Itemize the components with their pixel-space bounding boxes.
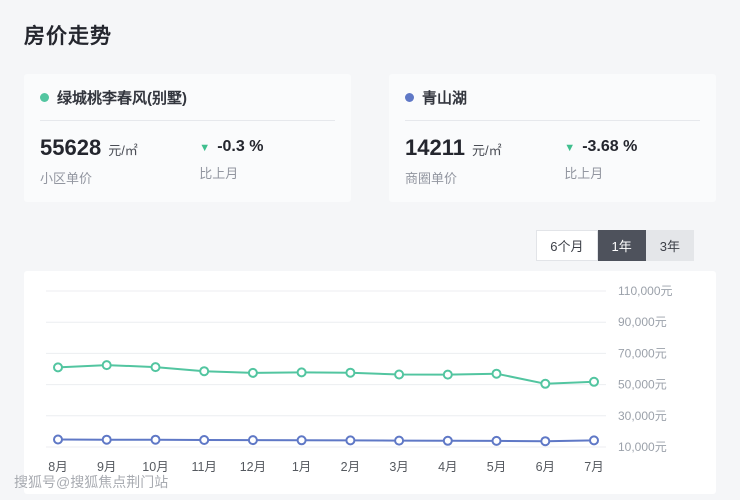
data-point-marker (394, 369, 405, 380)
card-district-price-block: 14211 元/㎡ 商圈单价 (405, 135, 564, 187)
data-point-marker (199, 366, 210, 377)
card-district-body: 14211 元/㎡ 商圈单价 ▼ -3.68 % 比上月 (405, 135, 700, 187)
y-tick-label: 10,000元 (618, 440, 667, 454)
district-price-value: 14211 (405, 135, 465, 160)
data-point-marker (296, 435, 307, 446)
x-tick-label: 7月 (584, 460, 603, 474)
data-point-marker (150, 362, 161, 373)
down-arrow-icon: ▼ (199, 142, 211, 154)
data-point-marker (53, 434, 63, 445)
community-change-value: -0.3 % (217, 138, 264, 155)
x-tick-label: 2月 (341, 460, 360, 474)
card-community: 绿城桃李春风(别墅) 55628 元/㎡ 小区单价 ▼ -0.3 % 比上月 (24, 74, 351, 202)
community-price-label: 小区单价 (40, 171, 93, 186)
card-district: 青山湖 14211 元/㎡ 商圈单价 ▼ -3.68 % 比上月 (389, 74, 716, 202)
x-tick-label: 11月 (191, 460, 216, 474)
data-point-marker (345, 435, 356, 446)
x-tick-label: 10月 (142, 460, 168, 474)
card-divider (40, 120, 335, 121)
stat-cards: 绿城桃李春风(别墅) 55628 元/㎡ 小区单价 ▼ -0.3 % 比上月 (24, 74, 716, 202)
x-tick-label: 5月 (487, 460, 506, 474)
data-point-marker (540, 436, 551, 447)
data-point-marker (491, 435, 502, 446)
price-trend-chart[interactable]: 110,000元 90,000元 70,000元 50,000元 30,000元 10,0… (32, 277, 724, 489)
card-divider (405, 120, 700, 121)
green-legend-dot-icon (40, 93, 49, 102)
data-point-marker (53, 362, 63, 373)
community-change-label: 比上月 (199, 166, 239, 181)
data-point-marker (442, 435, 453, 446)
tab-1-year[interactable]: 1年 (597, 230, 646, 261)
data-point-marker (394, 435, 405, 446)
card-community-header: 绿城桃李春风(别墅) (40, 87, 335, 108)
data-point-marker (101, 360, 112, 371)
x-tick-label: 6月 (536, 460, 555, 474)
data-point-marker (442, 369, 453, 380)
y-tick-label: 30,000元 (618, 409, 667, 423)
series-line (57, 438, 595, 443)
x-tick-label: 3月 (389, 460, 408, 474)
y-tick-label: 110,000元 (618, 284, 673, 298)
card-community-change-block: ▼ -0.3 % 比上月 (199, 135, 263, 182)
x-tick-label: 9月 (97, 460, 116, 474)
series-line (57, 364, 595, 385)
y-tick-label: 70,000元 (618, 346, 667, 360)
card-district-header: 青山湖 (405, 87, 700, 108)
x-tick-label: 8月 (48, 460, 67, 474)
x-tick-label: 4月 (438, 460, 457, 474)
data-point-marker (540, 378, 551, 389)
card-community-body: 55628 元/㎡ 小区单价 ▼ -0.3 % 比上月 (40, 135, 335, 187)
community-price-value: 55628 (40, 135, 102, 160)
y-tick-label: 90,000元 (618, 315, 667, 329)
card-community-name: 绿城桃李春风(别墅) (57, 90, 187, 107)
card-community-price-block: 55628 元/㎡ 小区单价 (40, 135, 199, 187)
district-change-value: -3.68 % (582, 138, 638, 155)
data-point-marker (150, 434, 161, 445)
tab-6-months[interactable]: 6个月 (536, 230, 598, 261)
watermark: 搜狐号@搜狐焦点荆门站 (14, 474, 169, 490)
data-point-marker (345, 367, 356, 378)
data-point-marker (247, 435, 258, 446)
page-title: 房价走势 (24, 25, 112, 48)
x-tick-label: 1月 (292, 460, 311, 474)
down-arrow-icon: ▼ (564, 142, 576, 154)
y-tick-label: 50,000元 (618, 378, 667, 392)
blue-legend-dot-icon (405, 93, 414, 102)
tab-3-years[interactable]: 3年 (645, 230, 694, 261)
district-price-unit: 元/㎡ (471, 143, 502, 158)
district-change-label: 比上月 (564, 166, 604, 181)
data-point-marker (296, 367, 307, 378)
data-point-marker (247, 367, 258, 378)
district-price-label: 商圈单价 (405, 171, 458, 186)
card-district-name: 青山湖 (422, 90, 468, 107)
chart-area: 110,000元 90,000元 70,000元 50,000元 30,000元 10,0… (24, 271, 716, 494)
card-district-change-block: ▼ -3.68 % 比上月 (564, 135, 637, 182)
data-point-marker (101, 434, 112, 445)
time-range-tabs: 6个月 1年 3年 (24, 230, 694, 261)
data-point-marker (199, 435, 210, 445)
data-point-marker (589, 435, 599, 446)
community-price-unit: 元/㎡ (108, 143, 138, 158)
data-point-marker (589, 376, 599, 387)
data-point-marker (491, 368, 502, 379)
x-tick-label: 12月 (240, 460, 266, 474)
